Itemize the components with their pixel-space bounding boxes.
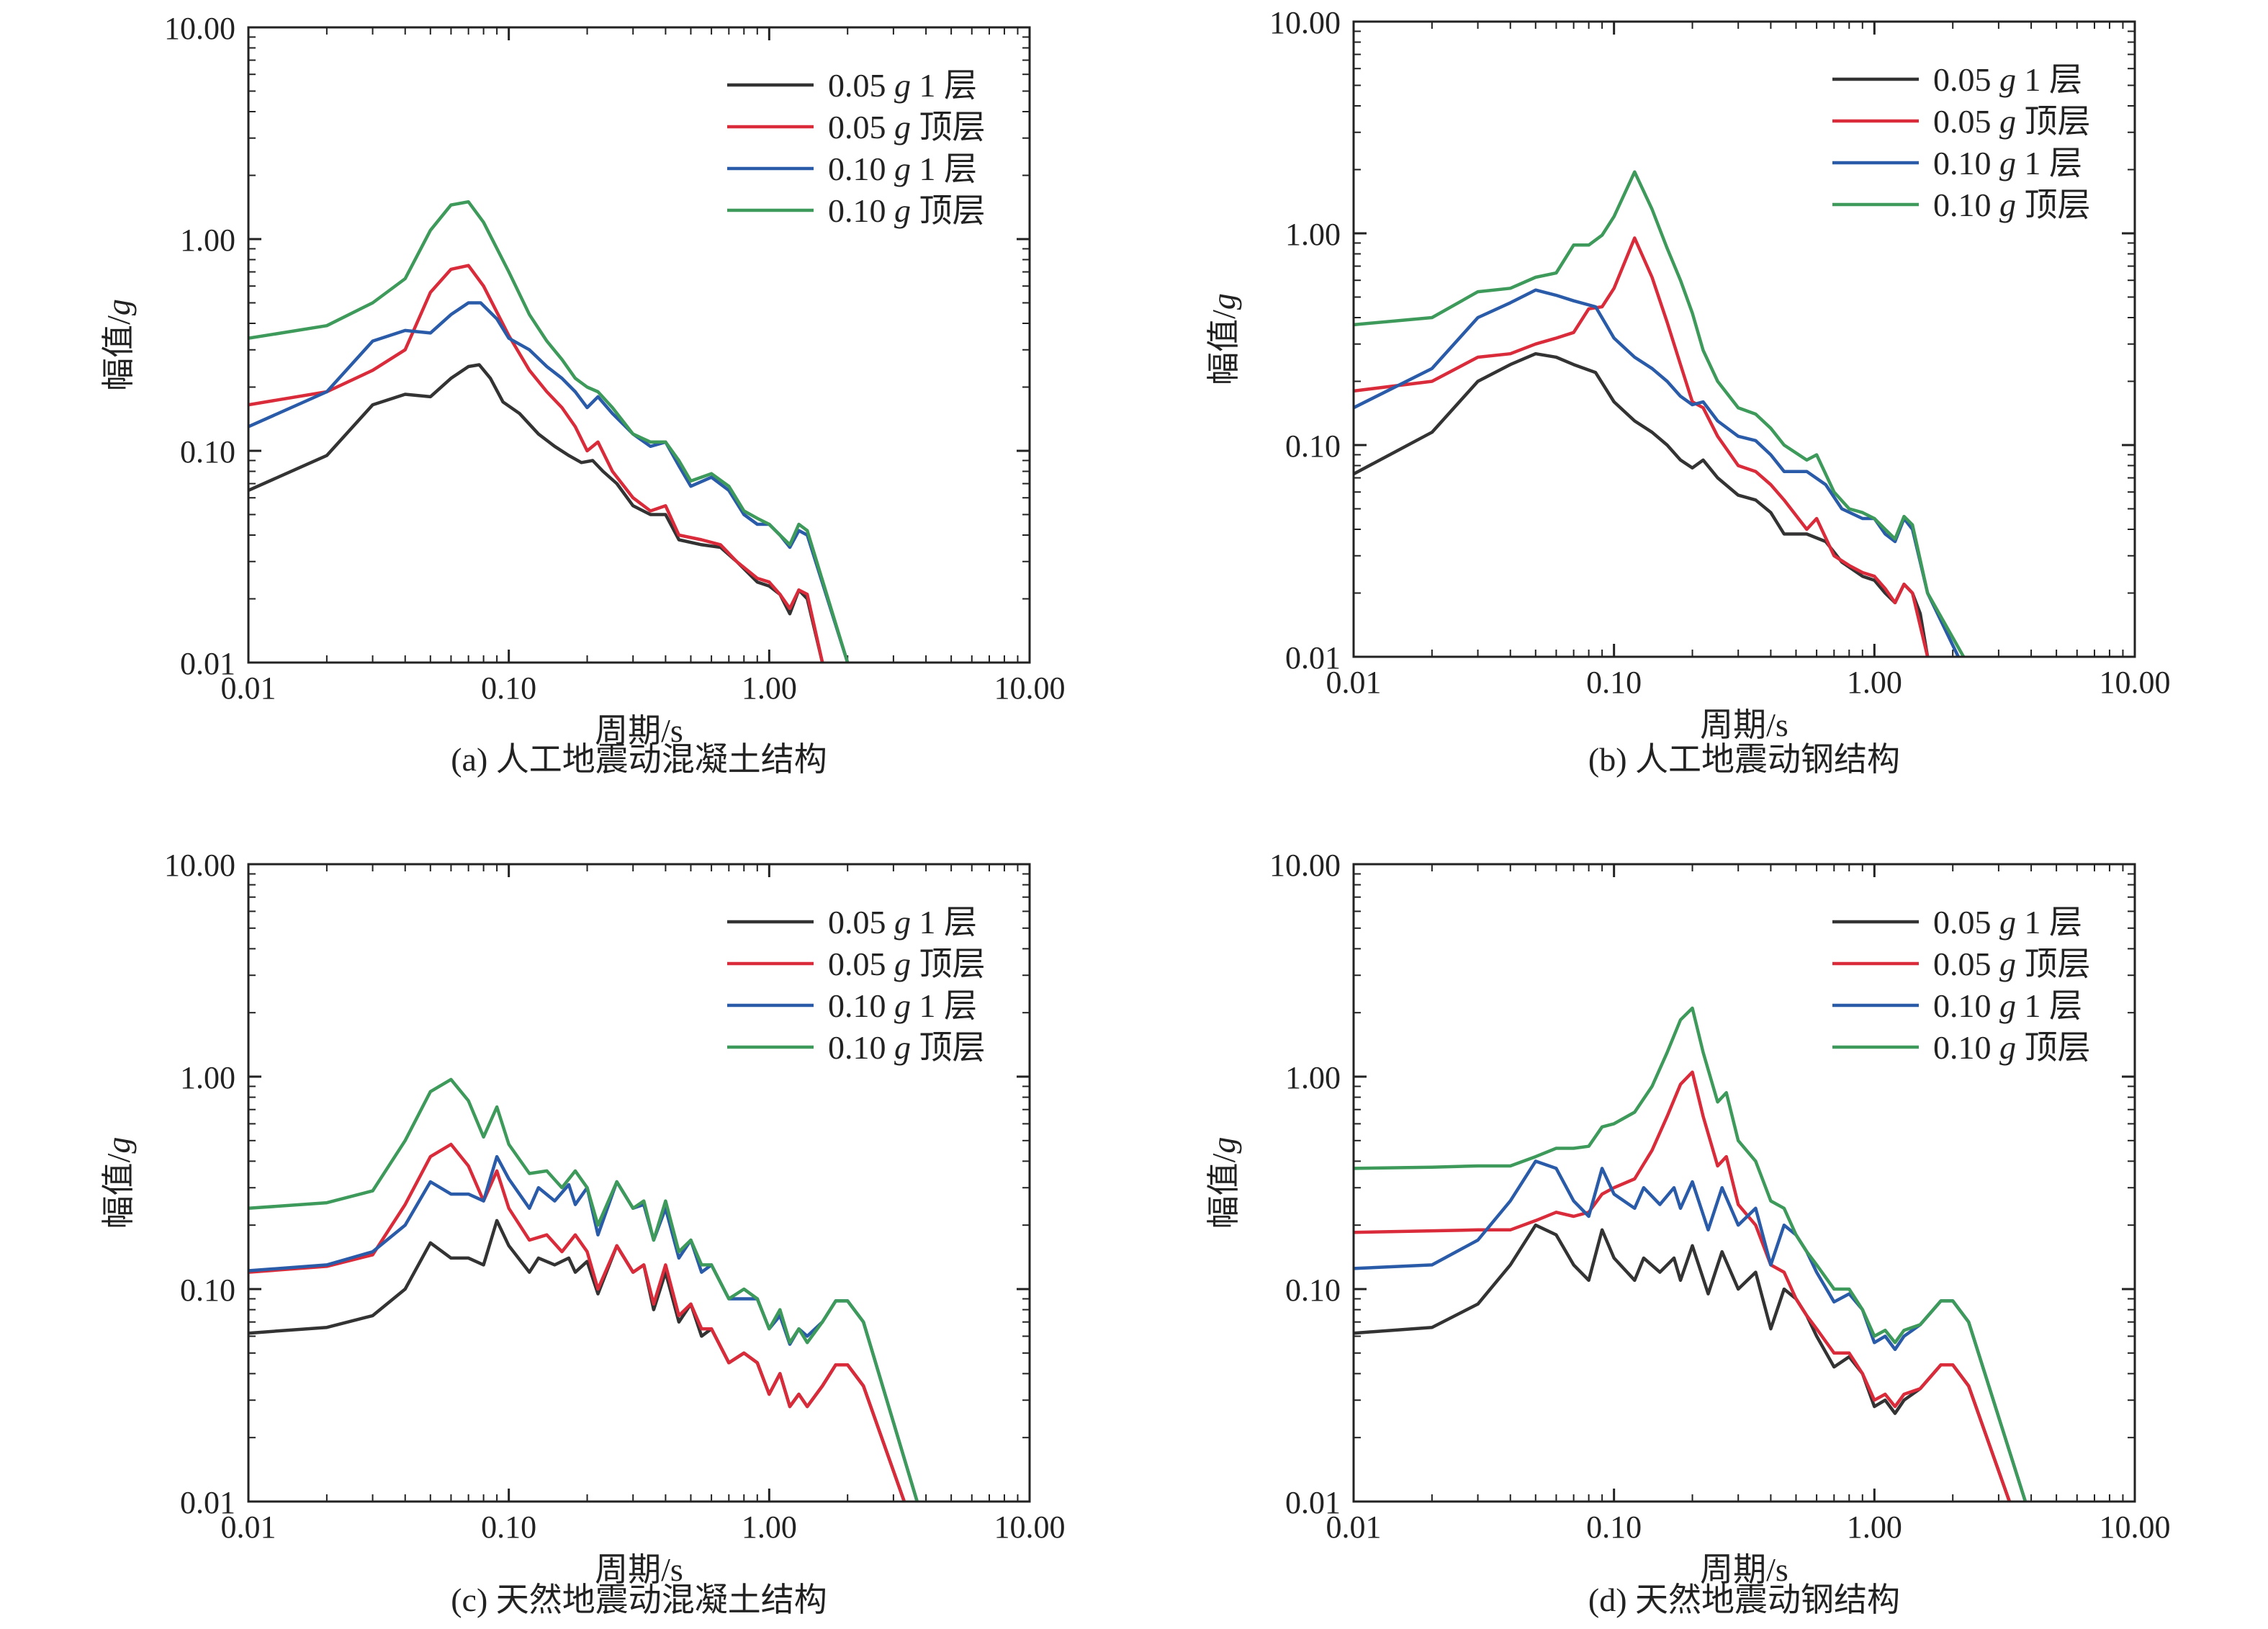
y-tick-label: 10.00 [1269,5,1341,40]
series-line-4 [1354,170,1966,657]
x-tick-label: 0.01 [221,1509,276,1545]
minor-ticks [248,864,1030,1502]
plot-frame [1352,863,2136,1503]
panel-caption: (a) 人工地震动混凝土结构 [451,741,827,778]
legend-label-1: 0.05 g 1 层 [1933,904,2082,941]
x-tick-label: 0.10 [1586,1509,1642,1545]
series-line-1 [1354,1223,2012,1502]
chart-panel-c: 0.01 0.10 1.00 10.00 0.01 0.10 1.00 10.00 周期/s 幅值… [100,848,1066,1618]
legend-label-1: 0.05 g 1 层 [828,904,977,941]
x-axis-title: 周期/s [595,1551,683,1588]
legend: 0.05 g 1 层 0.05 g 顶层 0.10 g 1 层 0.10 g 顶层 [727,67,986,229]
x-tick-label: 0.10 [1586,665,1642,700]
x-tick-label: 10.00 [2100,665,2171,700]
y-tick-label: 0.10 [180,434,235,470]
legend: 0.05 g 1 层 0.05 g 顶层 0.10 g 1 层 0.10 g 顶层 [1832,61,2091,223]
legend-label-1: 0.05 g 1 层 [828,67,977,104]
series-line-2 [248,264,824,663]
y-axis-title: 幅值/g [100,299,137,391]
legend-label-3: 0.10 g 1 层 [828,151,977,187]
x-tick-label: 0.10 [481,670,536,706]
y-tick-label: 10.00 [164,11,235,46]
series-line-3 [1354,288,1960,657]
series-line-2 [1354,1070,2012,1502]
legend-label-4: 0.10 g 顶层 [828,192,986,229]
series-line-2 [248,1142,906,1502]
plot-frame [247,863,1031,1503]
y-tick-label: 0.01 [180,646,235,681]
x-axis-title: 周期/s [1700,1551,1788,1588]
x-tick-label: 1.00 [1847,1509,1902,1545]
legend-label-2: 0.05 g 顶层 [1933,103,2091,140]
y-tick-label: 1.00 [180,1060,235,1095]
series-line-1 [248,363,824,663]
major-ticks [247,26,1031,664]
panel-caption: (b) 人工地震动钢结构 [1588,741,1900,778]
x-tick-label: 1.00 [742,1509,797,1545]
y-tick-label: 0.10 [1285,428,1341,464]
legend-label-1: 0.05 g 1 层 [1933,61,2082,98]
series-line-3 [1354,1159,2028,1502]
y-tick-label: 10.00 [1269,848,1341,883]
x-axis-title: 周期/s [1700,706,1788,743]
x-tick-label: 10.00 [994,1509,1066,1545]
series-line-4 [248,1077,919,1502]
y-tick-label: 0.10 [1285,1273,1341,1308]
chart-panel-d: 0.01 0.10 1.00 10.00 0.01 0.10 1.00 10.00 周期/s 幅值… [1205,848,2171,1618]
plot-frame [1352,20,2136,658]
legend-label-3: 0.10 g 1 层 [1933,145,2082,181]
minor-ticks [248,27,1030,663]
minor-ticks [1354,864,2135,1502]
legend: 0.05 g 1 层 0.05 g 顶层 0.10 g 1 层 0.10 g 顶层 [1832,904,2091,1066]
x-axis-title: 周期/s [595,712,683,749]
x-tick-label: 0.10 [481,1509,536,1545]
x-tick-label: 1.00 [742,670,797,706]
y-tick-label: 10.00 [164,848,235,883]
legend-label-4: 0.10 g 顶层 [828,1029,986,1066]
legend-label-4: 0.10 g 顶层 [1933,1029,2091,1066]
x-tick-label: 10.00 [994,670,1066,706]
major-ticks [247,863,1031,1503]
legend-label-4: 0.10 g 顶层 [1933,187,2091,223]
y-axis-title: 幅值/g [1205,293,1242,385]
series-line-4 [248,199,850,663]
y-tick-label: 0.01 [1285,1485,1341,1520]
x-tick-label: 0.01 [221,670,276,706]
series-line-3 [248,301,850,663]
y-tick-label: 0.10 [180,1273,235,1308]
legend-label-3: 0.10 g 1 层 [1933,987,2082,1024]
y-tick-label: 1.00 [1285,1060,1341,1095]
legend-label-2: 0.05 g 顶层 [828,109,986,145]
legend-label-2: 0.05 g 顶层 [1933,946,2091,982]
chart-panel-b: 0.01 0.10 1.00 10.00 0.01 0.10 1.00 10.00 周期/s 幅值… [1205,5,2171,778]
legend-label-2: 0.05 g 顶层 [828,946,986,982]
series-line-1 [1354,351,1930,657]
x-tick-label: 1.00 [1847,665,1902,700]
minor-ticks [1354,22,2135,657]
x-tick-label: 0.01 [1326,1509,1382,1545]
major-ticks [1352,20,2136,658]
series-line-4 [1354,1006,2028,1502]
y-tick-label: 1.00 [1285,217,1341,252]
chart-panel-a: 0.01 0.10 1.00 10.00 0.01 0.10 1.00 10.00 周期/s 幅值… [100,11,1066,778]
y-tick-label: 1.00 [180,223,235,258]
plot-frame [247,26,1031,664]
y-tick-label: 0.01 [1285,640,1341,676]
major-ticks [1352,863,2136,1503]
x-tick-label: 0.01 [1326,665,1382,700]
x-tick-label: 10.00 [2100,1509,2171,1545]
y-tick-label: 0.01 [180,1485,235,1520]
legend-label-3: 0.10 g 1 层 [828,987,977,1024]
panel-caption: (d) 天然地震动钢结构 [1588,1581,1900,1618]
series-line-2 [1354,236,1930,657]
y-axis-title: 幅值/g [100,1137,137,1229]
legend: 0.05 g 1 层 0.05 g 顶层 0.10 g 1 层 0.10 g 顶层 [727,904,986,1066]
panel-caption: (c) 天然地震动混凝土结构 [451,1581,827,1618]
y-axis-title: 幅值/g [1205,1137,1242,1229]
